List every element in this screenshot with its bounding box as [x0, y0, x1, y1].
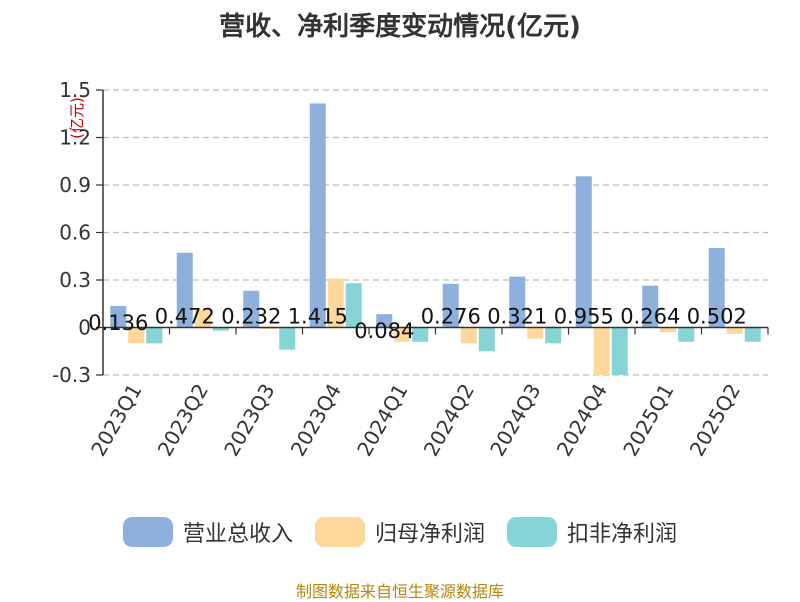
y-axis-ticks: -0.3 0 0.3 0.6 0.9 1.2 1.5 [52, 78, 103, 387]
legend-swatch [314, 517, 365, 547]
data-label: 0.264 [620, 305, 680, 329]
legend-swatch [507, 517, 557, 547]
legend-item[interactable]: 营业总收入 [122, 516, 293, 548]
bar [243, 290, 260, 328]
bars [110, 103, 761, 375]
x-tick-label: 2024Q1 [352, 380, 412, 461]
bar [726, 327, 743, 334]
bar [708, 248, 725, 328]
x-tick-label: 2023Q2 [153, 380, 213, 461]
bar [345, 283, 362, 328]
source-note: 制图数据来自恒生聚源数据库 [295, 582, 504, 601]
bar [146, 327, 163, 344]
bar [279, 327, 296, 350]
bar [442, 283, 459, 328]
y-tick-label: 0.9 [59, 173, 91, 197]
bar [128, 327, 145, 344]
bar [642, 285, 659, 328]
y-tick-label: 1.5 [59, 78, 91, 102]
bar [194, 310, 211, 328]
bar [176, 252, 193, 328]
bar [412, 327, 429, 342]
x-tick-label: 2023Q4 [286, 380, 346, 461]
y-axis-label: (亿元) [68, 97, 86, 139]
data-label: 0.955 [554, 305, 614, 329]
y-tick-label: 1.2 [59, 126, 91, 150]
bar [545, 327, 562, 344]
bar [509, 276, 526, 328]
data-label: 1.415 [288, 305, 348, 329]
bar [611, 327, 628, 375]
bar [460, 327, 477, 344]
data-label: 0.502 [687, 305, 747, 329]
bar [593, 327, 610, 375]
data-label: 0.232 [221, 305, 281, 329]
bar [261, 327, 278, 330]
y-tick-label: 0 [78, 316, 91, 340]
data-label: 0.136 [88, 311, 148, 335]
bar [394, 327, 411, 342]
x-tick-label: 2024Q4 [552, 380, 612, 461]
legend-swatch [122, 517, 173, 547]
bar [575, 176, 592, 328]
bar [309, 103, 326, 328]
bar [678, 327, 695, 342]
bar [110, 305, 127, 328]
bar [478, 327, 495, 352]
y-tick-label: -0.3 [52, 363, 91, 387]
bar [660, 327, 677, 333]
data-label: 0.276 [421, 305, 481, 329]
legend-label: 营业总收入 [182, 522, 293, 547]
y-tick-label: 0.6 [59, 221, 91, 245]
data-label: 0.472 [155, 305, 215, 329]
bar [376, 314, 393, 328]
x-axis-ticks: 2023Q1 2023Q2 2023Q3 2023Q4 2024Q1 2024Q2 2024… [86, 327, 769, 461]
x-tick-label: 2024Q2 [419, 380, 479, 461]
y-tick-label: 0.3 [59, 268, 91, 292]
x-tick-label: 2025Q1 [618, 380, 678, 461]
bar [327, 278, 344, 328]
legend-item[interactable]: 扣非净利润 [507, 516, 677, 548]
chart-title: 营收、净利季度变动情况(亿元) [219, 12, 581, 42]
bar [744, 327, 761, 342]
x-tick-label: 2025Q2 [685, 380, 745, 461]
data-label: 0.321 [487, 305, 547, 329]
x-tick-label: 2024Q3 [485, 380, 545, 461]
bar [527, 327, 544, 339]
legend-label: 归母净利润 [374, 522, 485, 547]
bar [212, 327, 229, 331]
legend-label: 扣非净利润 [567, 522, 678, 547]
x-tick-label: 2023Q1 [86, 380, 146, 461]
legend-item[interactable]: 归母净利润 [314, 516, 485, 548]
data-label: 0.084 [354, 319, 414, 343]
gridlines [103, 89, 768, 376]
legend: 营业总收入 归母净利润 扣非净利润 [0, 516, 800, 548]
x-tick-label: 2023Q3 [219, 380, 279, 461]
